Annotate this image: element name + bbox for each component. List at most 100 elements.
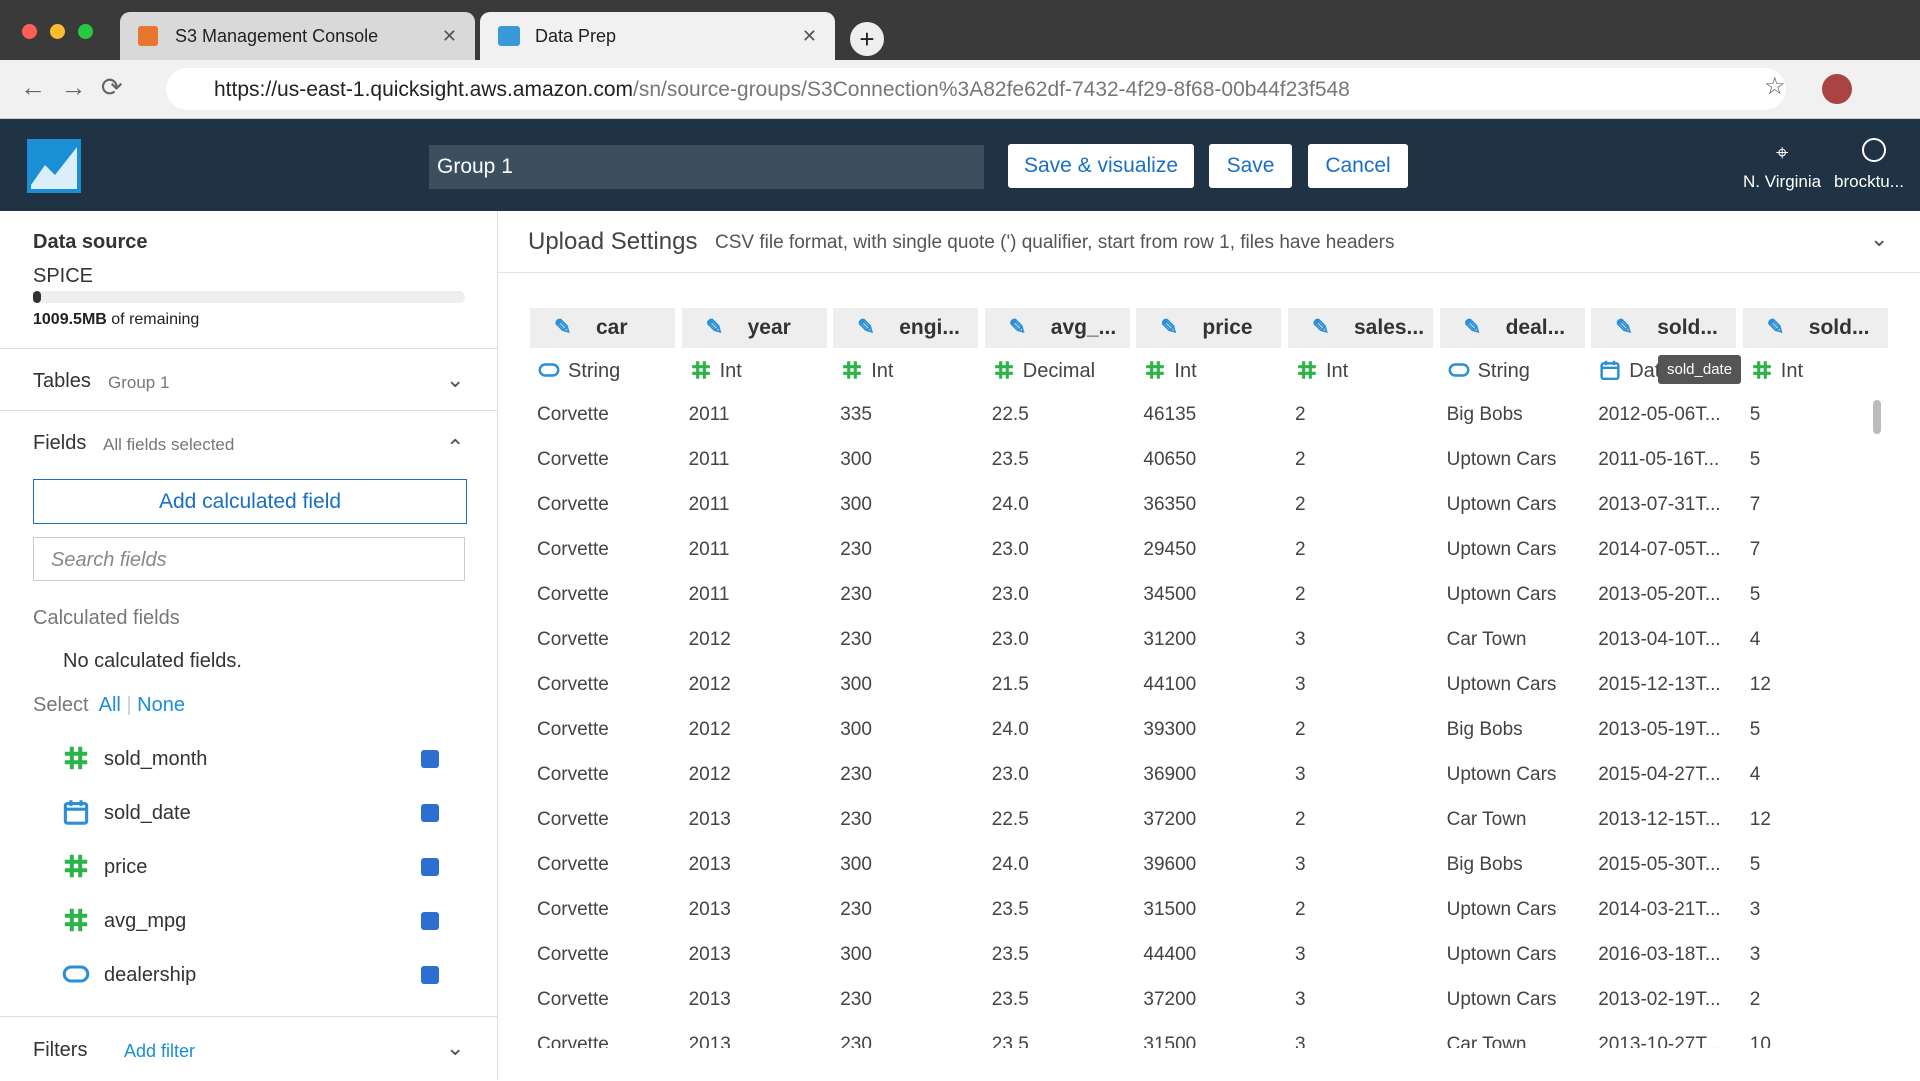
cell: 23.5 (991, 899, 1029, 920)
cell: 2013 (688, 989, 731, 1010)
save-button[interactable]: Save (1209, 144, 1292, 188)
column-type: Int (1136, 356, 1281, 388)
select-all[interactable]: All (98, 694, 121, 716)
column-header[interactable]: ✎ engi... (833, 308, 979, 348)
expand[interactable]: ⌄ (1870, 226, 1889, 251)
bookmark[interactable]: ☆ (1764, 73, 1786, 100)
cell: Uptown Cars (1446, 494, 1557, 515)
collapse[interactable]: ⌃ (446, 435, 465, 460)
checkbox[interactable] (421, 966, 439, 984)
cell: 36350 (1143, 494, 1197, 515)
cell: Uptown Cars (1446, 944, 1557, 965)
column-header[interactable]: ✎ sales... (1288, 308, 1433, 348)
tooltip: sold_date (1658, 355, 1742, 384)
column-header[interactable]: ✎ price (1136, 308, 1282, 348)
new-tab[interactable]: + (850, 22, 884, 56)
data-source: SPICE (33, 265, 94, 287)
url-field[interactable] (166, 68, 1786, 110)
group-name[interactable]: Group 1 (429, 145, 984, 189)
filters-bar: Filters Add filter ⌄ (0, 1016, 497, 1081)
column-name: engi... (899, 316, 960, 339)
field-row[interactable]: avg_mpg (0, 906, 497, 946)
column-type: Int (682, 356, 827, 388)
select-none[interactable]: None (137, 694, 185, 716)
cell: 37200 (1143, 989, 1197, 1010)
cell: 3 (1749, 944, 1761, 965)
save-visualize-button[interactable]: Save & visualize (1008, 144, 1194, 188)
user-icon (1862, 138, 1886, 162)
cell: 29450 (1143, 539, 1197, 560)
column-header[interactable]: ✎ car (530, 308, 675, 348)
column-type-label: String (568, 360, 621, 382)
field-name: dealership (104, 964, 197, 986)
column-header[interactable]: ✎ deal... (1439, 308, 1585, 348)
add-calculated-button[interactable]: Add calculated field (33, 479, 467, 524)
max-dot[interactable] (78, 24, 93, 39)
cell: 23.5 (991, 944, 1029, 965)
add-filter[interactable]: Add filter (124, 1041, 196, 1061)
field-row[interactable]: dealership (0, 960, 497, 1000)
cell: 7 (1749, 494, 1761, 515)
field-row[interactable]: price (0, 852, 497, 892)
section-label[interactable]: Filters (33, 1039, 88, 1061)
cell: 300 (840, 494, 872, 515)
cell: 39300 (1143, 719, 1197, 740)
field-row[interactable]: sold_date (0, 798, 497, 838)
cell: 40650 (1143, 449, 1197, 470)
user[interactable]: brocktu... (1834, 172, 1904, 191)
cell: 2 (1295, 449, 1306, 470)
cell: 34500 (1143, 584, 1197, 605)
tab[interactable]: Data Prep ✕ (480, 12, 835, 60)
checkbox[interactable] (421, 858, 439, 876)
fields-status: All fields selected (103, 435, 235, 454)
cell: Corvette (537, 449, 609, 470)
cell: 2011 (688, 539, 730, 560)
cell: 5 (1749, 854, 1761, 875)
field-name: price (104, 856, 148, 878)
cell: 37200 (1143, 809, 1197, 830)
address-bar: ← → ⟳ https://us-east-1.quicksight.aws.a… (0, 60, 1920, 119)
column-name: year (747, 316, 791, 339)
column-name: sold... (1657, 316, 1718, 339)
cell: Uptown Cars (1446, 449, 1557, 470)
region[interactable]: N. Virginia (1743, 172, 1822, 191)
cancel-button[interactable]: Cancel (1308, 144, 1408, 188)
column-header[interactable]: ✎ sold... (1591, 308, 1737, 348)
column-name: price (1202, 316, 1253, 339)
column-type: Int (1743, 356, 1888, 388)
cell: 7 (1749, 539, 1761, 560)
spice-bar (33, 291, 465, 303)
logo[interactable] (27, 139, 81, 193)
cell: 23.5 (991, 989, 1029, 1010)
profile[interactable] (1822, 74, 1852, 104)
column-header[interactable]: ✎ avg_... (984, 308, 1130, 348)
scrollbar[interactable] (1873, 400, 1881, 434)
expand[interactable]: ⌄ (446, 1035, 465, 1060)
nav-buttons[interactable]: ← → ⟳ (20, 72, 123, 102)
cell: 23.5 (991, 1034, 1029, 1048)
section-label[interactable]: Tables (33, 370, 91, 392)
checkbox[interactable] (421, 912, 439, 930)
checkbox[interactable] (421, 804, 439, 822)
column-type: String (1440, 356, 1585, 388)
cell: 4 (1749, 764, 1761, 785)
tab[interactable]: S3 Management Console ✕ (120, 12, 475, 60)
min-dot[interactable] (50, 24, 65, 39)
expand[interactable]: ⌄ (446, 367, 465, 392)
cell: 22.5 (991, 404, 1029, 425)
close-dot[interactable] (22, 24, 37, 39)
column-header[interactable]: ✎ year (681, 308, 827, 348)
search-field[interactable]: Search fields (33, 537, 465, 581)
cell: 2014-03-21T... (1598, 899, 1721, 920)
cell: 2013 (688, 899, 731, 920)
column-type-label: Decimal (1022, 360, 1096, 382)
remaining-text: of remaining (111, 311, 200, 328)
column-header[interactable]: ✎ sold... (1742, 308, 1888, 348)
checkbox[interactable] (421, 750, 439, 768)
section-label[interactable]: Fields (33, 432, 87, 454)
column-name: avg_... (1050, 316, 1117, 339)
cell: Uptown Cars (1446, 989, 1557, 1010)
field-name: sold_month (104, 748, 208, 770)
cell: 3 (1295, 854, 1306, 875)
field-row[interactable]: sold_month (0, 744, 497, 784)
